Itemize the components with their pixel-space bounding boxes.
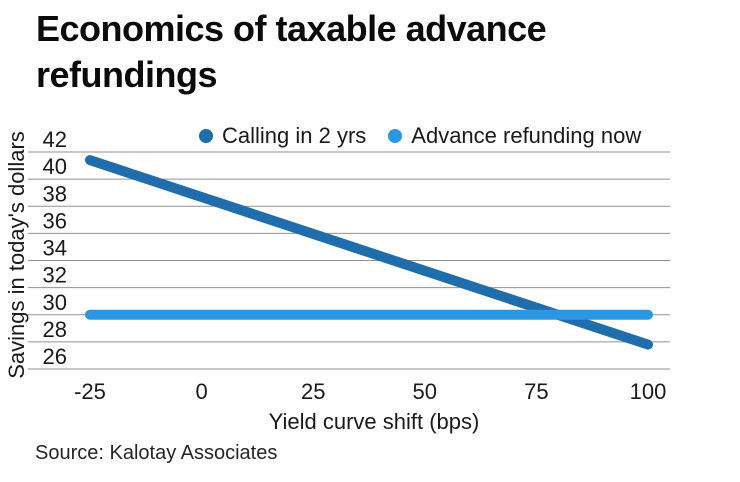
- y-tick-label: 42: [43, 127, 67, 152]
- x-tick-label: 100: [630, 379, 667, 404]
- y-tick-label: 34: [43, 236, 67, 261]
- x-tick-label: 75: [524, 379, 548, 404]
- legend-label: Advance refunding now: [411, 123, 642, 148]
- x-axis-title: Yield curve shift (bps): [269, 409, 480, 434]
- legend-dot-icon: [199, 129, 213, 143]
- legend: Calling in 2 yrs Advance refunding now: [199, 123, 641, 149]
- y-tick-label: 30: [43, 290, 67, 315]
- x-tick-label: 0: [195, 379, 207, 404]
- source-attribution: Source: Kalotay Associates: [35, 442, 278, 464]
- x-tick-label: 25: [301, 379, 325, 404]
- y-tick-label: 26: [43, 344, 67, 369]
- y-tick-label: 40: [43, 154, 67, 179]
- legend-dot-icon: [388, 129, 403, 143]
- y-tick-label: 32: [43, 263, 67, 288]
- legend-label: Calling in 2 yrs: [222, 123, 367, 148]
- y-tick-label: 38: [43, 181, 67, 206]
- y-tick-label: 28: [43, 317, 67, 342]
- x-tick-label: 50: [413, 379, 437, 404]
- y-tick-label: 36: [43, 208, 67, 233]
- x-tick-label: -25: [74, 379, 106, 404]
- y-axis-title: Savings in today's dollars: [4, 131, 29, 379]
- legend-item-advance-refunding-now: Advance refunding now: [388, 123, 641, 149]
- chart-title: Economics of taxable advance refundings: [36, 8, 547, 96]
- legend-item-calling-in-2-yrs: Calling in 2 yrs: [199, 123, 366, 149]
